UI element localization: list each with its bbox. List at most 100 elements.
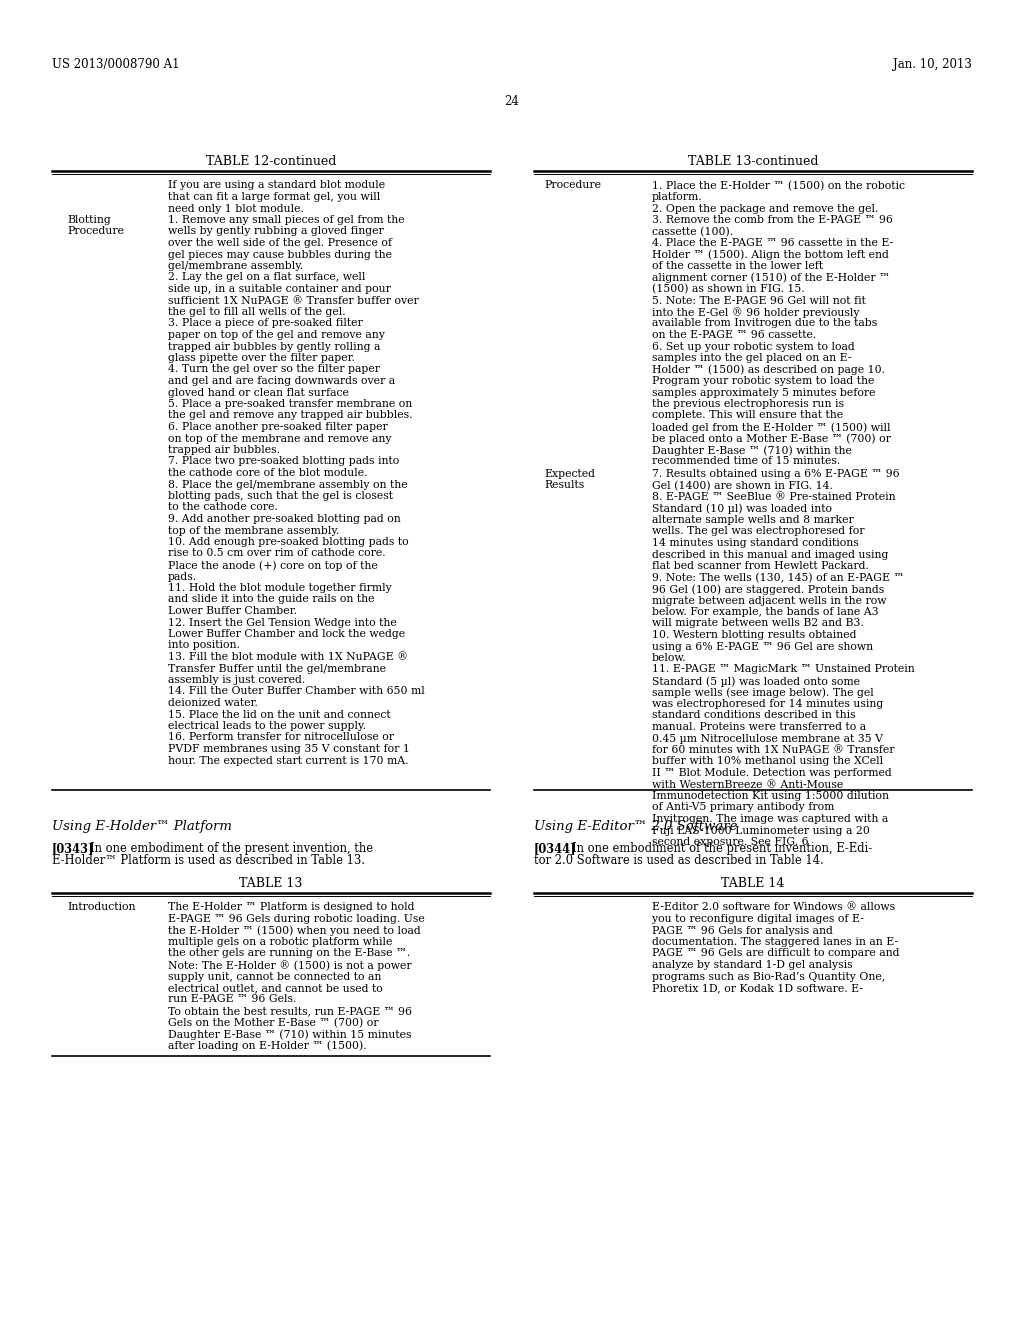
Text: Lower Buffer Chamber.: Lower Buffer Chamber. — [168, 606, 297, 616]
Text: 11. Hold the blot module together firmly: 11. Hold the blot module together firmly — [168, 583, 392, 593]
Text: 1. Place the E-Holder ™ (1500) on the robotic: 1. Place the E-Holder ™ (1500) on the ro… — [652, 181, 905, 191]
Text: the cathode core of the blot module.: the cathode core of the blot module. — [168, 469, 368, 478]
Text: below.: below. — [652, 653, 687, 663]
Text: 5. Note: The E-PAGE 96 Gel will not fit: 5. Note: The E-PAGE 96 Gel will not fit — [652, 296, 866, 305]
Text: 6. Set up your robotic system to load: 6. Set up your robotic system to load — [652, 342, 855, 351]
Text: sample wells (see image below). The gel: sample wells (see image below). The gel — [652, 688, 873, 698]
Text: Using E-Holder™ Platform: Using E-Holder™ Platform — [52, 820, 232, 833]
Text: Phoretix 1D, or Kodak 1D software. E-: Phoretix 1D, or Kodak 1D software. E- — [652, 983, 863, 993]
Text: over the well side of the gel. Presence of: over the well side of the gel. Presence … — [168, 238, 392, 248]
Text: to the cathode core.: to the cathode core. — [168, 503, 278, 512]
Text: Program your robotic system to load the: Program your robotic system to load the — [652, 376, 874, 385]
Text: will migrate between wells B2 and B3.: will migrate between wells B2 and B3. — [652, 619, 864, 628]
Text: below. For example, the bands of lane A3: below. For example, the bands of lane A3 — [652, 607, 879, 616]
Text: trapped air bubbles by gently rolling a: trapped air bubbles by gently rolling a — [168, 342, 380, 351]
Text: US 2013/0008790 A1: US 2013/0008790 A1 — [52, 58, 179, 71]
Text: 10. Add enough pre-soaked blotting pads to: 10. Add enough pre-soaked blotting pads … — [168, 537, 409, 546]
Text: after loading on E-Holder ™ (1500).: after loading on E-Holder ™ (1500). — [168, 1040, 367, 1051]
Text: wells by gently rubbing a gloved finger: wells by gently rubbing a gloved finger — [168, 227, 384, 236]
Text: E-Holder™ Platform is used as described in Table 13.: E-Holder™ Platform is used as described … — [52, 854, 365, 866]
Text: 15. Place the lid on the unit and connect: 15. Place the lid on the unit and connec… — [168, 710, 390, 719]
Text: programs such as Bio-Rad’s Quantity One,: programs such as Bio-Rad’s Quantity One, — [652, 972, 886, 982]
Text: 11. E-PAGE ™ MagicMark ™ Unstained Protein: 11. E-PAGE ™ MagicMark ™ Unstained Prote… — [652, 664, 914, 675]
Text: Jan. 10, 2013: Jan. 10, 2013 — [893, 58, 972, 71]
Text: wells. The gel was electrophoresed for: wells. The gel was electrophoresed for — [652, 527, 864, 536]
Text: PVDF membranes using 35 V constant for 1: PVDF membranes using 35 V constant for 1 — [168, 744, 410, 754]
Text: into position.: into position. — [168, 640, 240, 651]
Text: second exposure. See FIG. 6: second exposure. See FIG. 6 — [652, 837, 809, 847]
Text: analyze by standard 1-D gel analysis: analyze by standard 1-D gel analysis — [652, 960, 853, 970]
Text: Expected: Expected — [544, 469, 595, 479]
Text: Standard (10 µl) was loaded into: Standard (10 µl) was loaded into — [652, 503, 831, 513]
Text: To obtain the best results, run E-PAGE ™ 96: To obtain the best results, run E-PAGE ™… — [168, 1006, 412, 1016]
Text: 96 Gel (100) are staggered. Protein bands: 96 Gel (100) are staggered. Protein band… — [652, 583, 885, 594]
Text: be placed onto a Mother E-Base ™ (700) or: be placed onto a Mother E-Base ™ (700) o… — [652, 433, 891, 444]
Text: loaded gel from the E-Holder ™ (1500) will: loaded gel from the E-Holder ™ (1500) wi… — [652, 422, 891, 433]
Text: 16. Perform transfer for nitrocellulose or: 16. Perform transfer for nitrocellulose … — [168, 733, 394, 742]
Text: 3. Place a piece of pre-soaked filter: 3. Place a piece of pre-soaked filter — [168, 318, 362, 329]
Text: (1500) as shown in FIG. 15.: (1500) as shown in FIG. 15. — [652, 284, 805, 294]
Text: TABLE 14: TABLE 14 — [721, 876, 784, 890]
Text: the E-Holder ™ (1500) when you need to load: the E-Holder ™ (1500) when you need to l… — [168, 925, 421, 936]
Text: available from Invitrogen due to the tabs: available from Invitrogen due to the tab… — [652, 318, 878, 329]
Text: pads.: pads. — [168, 572, 198, 582]
Text: into the E-Gel ® 96 holder previously: into the E-Gel ® 96 holder previously — [652, 308, 859, 318]
Text: 12. Insert the Gel Tension Wedge into the: 12. Insert the Gel Tension Wedge into th… — [168, 618, 396, 627]
Text: of Anti-V5 primary antibody from: of Anti-V5 primary antibody from — [652, 803, 835, 813]
Text: using a 6% E-PAGE ™ 96 Gel are shown: using a 6% E-PAGE ™ 96 Gel are shown — [652, 642, 873, 652]
Text: Holder ™ (1500). Align the bottom left end: Holder ™ (1500). Align the bottom left e… — [652, 249, 889, 260]
Text: PAGE ™ 96 Gels are difficult to compare and: PAGE ™ 96 Gels are difficult to compare … — [652, 949, 899, 958]
Text: samples approximately 5 minutes before: samples approximately 5 minutes before — [652, 388, 876, 397]
Text: supply unit, cannot be connected to an: supply unit, cannot be connected to an — [168, 972, 381, 982]
Text: 6. Place another pre-soaked filter paper: 6. Place another pre-soaked filter paper — [168, 422, 388, 432]
Text: gloved hand or clean flat surface: gloved hand or clean flat surface — [168, 388, 349, 397]
Text: documentation. The staggered lanes in an E-: documentation. The staggered lanes in an… — [652, 937, 898, 946]
Text: deionized water.: deionized water. — [168, 698, 258, 708]
Text: Fuji LAS-1000 Luminometer using a 20: Fuji LAS-1000 Luminometer using a 20 — [652, 825, 869, 836]
Text: top of the membrane assembly.: top of the membrane assembly. — [168, 525, 339, 536]
Text: for 60 minutes with 1X NuPAGE ® Transfer: for 60 minutes with 1X NuPAGE ® Transfer — [652, 744, 895, 755]
Text: you to reconfigure digital images of E-: you to reconfigure digital images of E- — [652, 913, 864, 924]
Text: Invitrogen. The image was captured with a: Invitrogen. The image was captured with … — [652, 814, 888, 824]
Text: E-Editor 2.0 software for Windows ® allows: E-Editor 2.0 software for Windows ® allo… — [652, 903, 895, 912]
Text: and gel and are facing downwards over a: and gel and are facing downwards over a — [168, 376, 395, 385]
Text: manual. Proteins were transferred to a: manual. Proteins were transferred to a — [652, 722, 866, 733]
Text: gel pieces may cause bubbles during the: gel pieces may cause bubbles during the — [168, 249, 392, 260]
Text: need only 1 blot module.: need only 1 blot module. — [168, 203, 304, 214]
Text: 4. Turn the gel over so the filter paper: 4. Turn the gel over so the filter paper — [168, 364, 380, 375]
Text: cassette (100).: cassette (100). — [652, 227, 733, 236]
Text: 9. Add another pre-soaked blotting pad on: 9. Add another pre-soaked blotting pad o… — [168, 513, 400, 524]
Text: migrate between adjacent wells in the row: migrate between adjacent wells in the ro… — [652, 595, 887, 606]
Text: 5. Place a pre-soaked transfer membrane on: 5. Place a pre-soaked transfer membrane … — [168, 399, 413, 409]
Text: Lower Buffer Chamber and lock the wedge: Lower Buffer Chamber and lock the wedge — [168, 630, 406, 639]
Text: side up, in a suitable container and pour: side up, in a suitable container and pou… — [168, 284, 391, 294]
Text: complete. This will ensure that the: complete. This will ensure that the — [652, 411, 843, 421]
Text: Blotting: Blotting — [67, 215, 111, 224]
Text: Gels on the Mother E-Base ™ (700) or: Gels on the Mother E-Base ™ (700) or — [168, 1018, 379, 1028]
Text: PAGE ™ 96 Gels for analysis and: PAGE ™ 96 Gels for analysis and — [652, 925, 833, 936]
Text: Daughter E-Base ™ (710) within 15 minutes: Daughter E-Base ™ (710) within 15 minute… — [168, 1030, 412, 1040]
Text: Results: Results — [544, 480, 585, 491]
Text: Note: The E-Holder ® (1500) is not a power: Note: The E-Holder ® (1500) is not a pow… — [168, 960, 412, 970]
Text: that can fit a large format gel, you will: that can fit a large format gel, you wil… — [168, 191, 380, 202]
Text: electrical outlet, and cannot be used to: electrical outlet, and cannot be used to — [168, 983, 383, 993]
Text: recommended time of 15 minutes.: recommended time of 15 minutes. — [652, 457, 841, 466]
Text: hour. The expected start current is 170 mA.: hour. The expected start current is 170 … — [168, 755, 409, 766]
Text: 1. Remove any small pieces of gel from the: 1. Remove any small pieces of gel from t… — [168, 215, 404, 224]
Text: sufficient 1X NuPAGE ® Transfer buffer over: sufficient 1X NuPAGE ® Transfer buffer o… — [168, 296, 419, 305]
Text: 8. E-PAGE ™ SeeBlue ® Pre-stained Protein: 8. E-PAGE ™ SeeBlue ® Pre-stained Protei… — [652, 492, 896, 502]
Text: Immunodetection Kit using 1:5000 dilution: Immunodetection Kit using 1:5000 dilutio… — [652, 791, 889, 801]
Text: [0344]: [0344] — [534, 842, 577, 855]
Text: 14 minutes using standard conditions: 14 minutes using standard conditions — [652, 539, 859, 548]
Text: 10. Western blotting results obtained: 10. Western blotting results obtained — [652, 630, 856, 640]
Text: multiple gels on a robotic platform while: multiple gels on a robotic platform whil… — [168, 937, 392, 946]
Text: electrical leads to the power supply.: electrical leads to the power supply. — [168, 721, 366, 731]
Text: In one embodiment of the present invention, E-Edi-: In one embodiment of the present inventi… — [572, 842, 872, 855]
Text: 7. Place two pre-soaked blotting pads into: 7. Place two pre-soaked blotting pads in… — [168, 457, 399, 466]
Text: standard conditions described in this: standard conditions described in this — [652, 710, 856, 721]
Text: on the E-PAGE ™ 96 cassette.: on the E-PAGE ™ 96 cassette. — [652, 330, 816, 341]
Text: 8. Place the gel/membrane assembly on the: 8. Place the gel/membrane assembly on th… — [168, 479, 408, 490]
Text: Gel (1400) are shown in FIG. 14.: Gel (1400) are shown in FIG. 14. — [652, 480, 833, 491]
Text: The E-Holder ™ Platform is designed to hold: The E-Holder ™ Platform is designed to h… — [168, 903, 415, 912]
Text: glass pipette over the filter paper.: glass pipette over the filter paper. — [168, 352, 355, 363]
